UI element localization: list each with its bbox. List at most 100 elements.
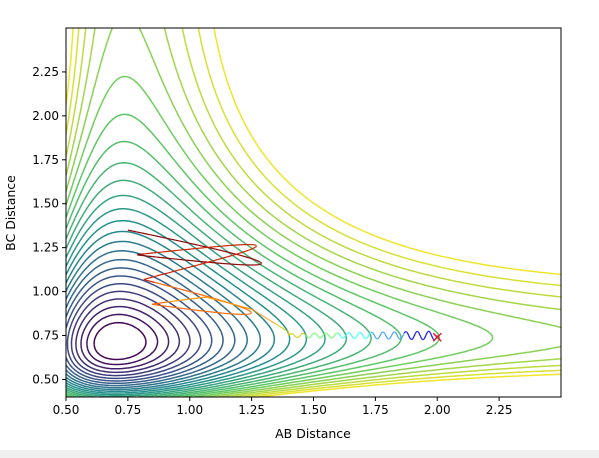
trajectory-segment [160, 273, 164, 276]
trajectory-segment [241, 251, 245, 253]
trajectory-segment [127, 229, 133, 232]
trajectory-segment [149, 234, 155, 237]
trajectory-segment [182, 241, 188, 244]
trajectory-segment [202, 262, 207, 265]
contour-level [75, 298, 181, 374]
trajectory-segment [170, 238, 176, 241]
contour-level [70, 290, 191, 377]
contour-level [66, 275, 213, 382]
y-tick-label: 1.75 [32, 153, 59, 167]
contour-level [66, 250, 248, 389]
trajectory-segment [178, 240, 184, 243]
trajectory-segment [240, 251, 243, 254]
trajectory-segment [218, 249, 223, 252]
trajectory-segment [182, 289, 186, 292]
trajectory-segment [241, 306, 244, 309]
trajectory-segment [162, 236, 167, 239]
trajectory-segment [140, 232, 146, 235]
trajectory-segment [174, 239, 180, 242]
trajectory-segment [215, 248, 220, 251]
y-tick-label: 1.00 [32, 285, 59, 299]
trajectory-segment [201, 245, 206, 248]
end-marker-stroke [432, 332, 442, 342]
trajectory-segment [205, 296, 252, 310]
trajectory-segment [136, 231, 142, 234]
trajectory-segment [173, 269, 178, 272]
trajectory-segment [208, 260, 212, 263]
trajectory-segment [200, 294, 205, 297]
x-tick-label: 1.75 [362, 403, 389, 417]
trajectory-segment [166, 271, 171, 274]
trajectory-segment [186, 242, 191, 245]
trajectory-segment [196, 263, 201, 266]
trajectory-segment [161, 283, 166, 286]
trajectory-segment [244, 256, 248, 258]
x-tick-label: 2.25 [486, 403, 513, 417]
trajectory-segment [236, 252, 239, 255]
contour-level [66, 28, 561, 397]
trajectory-segment [178, 288, 183, 291]
trajectory-segment [240, 254, 244, 257]
trajectory-segment [190, 242, 195, 245]
contour-level [66, 240, 262, 391]
trajectory-path [127, 229, 438, 341]
y-tick-label: 0.75 [32, 329, 59, 343]
trajectory-segment [246, 256, 250, 259]
trajectory-segment [242, 307, 245, 309]
trajectory-segment [190, 265, 194, 268]
trajectory-segment [194, 292, 199, 295]
trajectory-segment [219, 257, 223, 260]
contour-level [66, 208, 308, 396]
trajectory-segment [180, 268, 185, 271]
trajectory-segment [188, 290, 192, 293]
y-tick-label: 2.00 [32, 109, 59, 123]
trajectory-segment [191, 291, 196, 294]
y-axis-label: BC Distance [3, 175, 18, 251]
trajectory-segment [187, 266, 191, 269]
trajectory-segment [154, 281, 159, 284]
trajectory-segment [203, 294, 207, 297]
trajectory-segment [166, 237, 172, 240]
trajectory-segment [224, 250, 229, 253]
trajectory-segment [238, 254, 241, 257]
trajectory-segment [214, 259, 218, 262]
trajectory-segment [170, 270, 175, 273]
trajectory-segment [231, 254, 235, 257]
y-tick-label: 2.25 [32, 65, 59, 79]
trajectory-segment [153, 275, 157, 278]
x-tick-label: 1.25 [238, 403, 265, 417]
trajectory-segment [222, 256, 226, 259]
trajectory-segment [193, 264, 197, 267]
trajectory-segment [221, 250, 226, 253]
trajectory-segment [156, 274, 161, 277]
x-ticks: 0.50 0.75 1.00 1.25 1.50 1.75 2.00 2.25 [53, 397, 513, 417]
trajectory-segment [177, 269, 181, 272]
trajectory-segment [158, 235, 163, 238]
trajectory-segment [171, 286, 176, 289]
trajectory-segment [234, 253, 237, 256]
y-tick-label: 0.50 [32, 372, 59, 386]
trajectory-segment [212, 247, 216, 250]
trajectory-segment [185, 289, 189, 292]
contour-level [66, 283, 202, 380]
trajectory-segment [132, 230, 137, 233]
trajectory-segment [224, 256, 228, 259]
trajectory-segment [143, 279, 148, 282]
trajectory-segment [238, 252, 241, 255]
trajectory-segment [198, 244, 203, 247]
y-tick-label: 1.50 [32, 197, 59, 211]
trajectory-segment [211, 259, 215, 262]
x-tick-label: 1.50 [300, 403, 327, 417]
trajectory-segment [153, 235, 159, 238]
trajectory-segment [163, 272, 168, 275]
trajectory-segment [242, 255, 246, 258]
end-marker [432, 332, 442, 342]
contour-level [66, 179, 348, 397]
contour-level [66, 140, 402, 397]
trajectory-segment [243, 250, 246, 253]
trajectory-segment [150, 280, 155, 283]
x-axis-label: AB Distance [275, 426, 351, 441]
trajectory-segment [217, 258, 221, 261]
trajectory-segment [212, 297, 216, 300]
